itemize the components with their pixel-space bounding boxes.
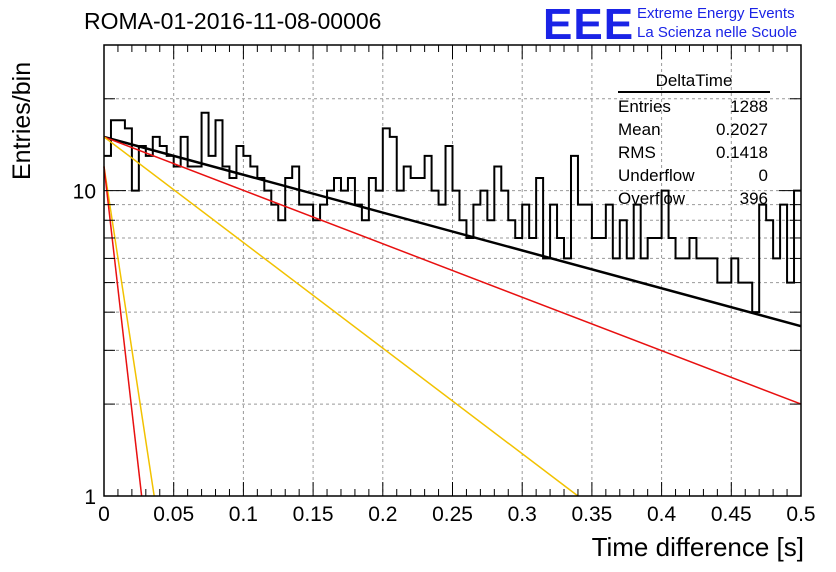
stats-row-mean: Mean 0.2027 bbox=[612, 118, 776, 141]
x-tick-label: 0.45 bbox=[711, 503, 752, 526]
stats-value: 0.2027 bbox=[716, 120, 768, 139]
x-tick-label: 0.1 bbox=[229, 503, 258, 526]
histogram-steps bbox=[104, 111, 801, 314]
stats-label: Mean bbox=[618, 120, 661, 139]
fit-line bbox=[103, 135, 802, 328]
stats-label: Underflow bbox=[618, 166, 695, 185]
stats-name: DeltaTime bbox=[618, 70, 770, 93]
eee-logo: EEE bbox=[543, 0, 635, 49]
fit-line bbox=[103, 136, 579, 497]
x-tick-label: 0.5 bbox=[786, 503, 815, 526]
stats-label: Entries bbox=[618, 97, 671, 116]
stats-label: RMS bbox=[618, 143, 656, 162]
x-tick-label: 0.15 bbox=[293, 503, 334, 526]
x-tick-label: 0.4 bbox=[647, 503, 677, 526]
stats-value: 1288 bbox=[730, 97, 768, 116]
logo-text: Extreme Energy Events La Scienza nelle S… bbox=[637, 4, 797, 42]
stats-value: 0.1418 bbox=[716, 143, 768, 162]
x-tick-label: 0.05 bbox=[153, 503, 194, 526]
y-axis-label: Entries/bin bbox=[8, 61, 36, 180]
x-tick-label: 0.2 bbox=[368, 503, 397, 526]
x-tick-label: 0.3 bbox=[508, 503, 537, 526]
y-tick-label: 1 bbox=[84, 486, 96, 509]
stats-box: DeltaTime Entries 1288 Mean 0.2027 RMS 0… bbox=[612, 70, 776, 210]
chart-title: ROMA-01-2016-11-08-00006 bbox=[84, 8, 382, 34]
stats-row-rms: RMS 0.1418 bbox=[612, 141, 776, 164]
x-tick-label: 0.25 bbox=[432, 503, 473, 526]
x-tick-label: 0.35 bbox=[571, 503, 612, 526]
x-tick-label: 0 bbox=[98, 503, 110, 526]
logo-line-2: La Scienza nelle Scuole bbox=[637, 24, 798, 41]
stats-label: Overflow bbox=[618, 189, 686, 208]
stats-row-overflow: Overflow 396 bbox=[612, 187, 776, 210]
stats-value: 0 bbox=[758, 166, 768, 185]
fit-line bbox=[103, 166, 143, 497]
fit-line bbox=[103, 166, 155, 497]
x-axis-label: Time difference [s] bbox=[591, 532, 804, 562]
stats-row-entries: Entries 1288 bbox=[612, 95, 776, 118]
fit-line bbox=[103, 136, 802, 405]
logo-line-1: Extreme Energy Events bbox=[637, 5, 795, 22]
stats-row-underflow: Underflow 0 bbox=[612, 164, 776, 187]
y-tick-label: 10 bbox=[73, 181, 96, 204]
stats-value: 396 bbox=[739, 189, 768, 208]
